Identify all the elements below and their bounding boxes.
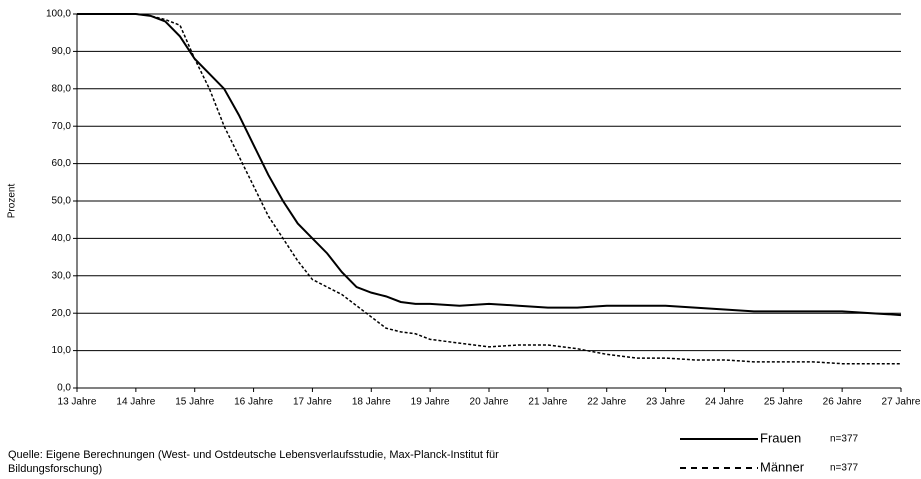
y-tick-label: 100,0	[46, 9, 71, 20]
y-tick-label: 60,0	[52, 158, 72, 169]
x-tick-label: 23 Jahre	[646, 397, 685, 408]
y-tick-label: 0,0	[57, 383, 71, 394]
x-tick-label: 27 Jahre	[882, 397, 921, 408]
x-tick-label: 14 Jahre	[116, 397, 155, 408]
x-tick-label: 17 Jahre	[293, 397, 332, 408]
x-tick-label: 13 Jahre	[58, 397, 97, 408]
x-tick-label: 22 Jahre	[587, 397, 626, 408]
series-line	[77, 13, 902, 317]
legend-note: n=377	[830, 463, 859, 474]
x-tick-label: 19 Jahre	[411, 397, 450, 408]
x-tick-label: 16 Jahre	[234, 397, 273, 408]
y-tick-label: 80,0	[52, 83, 72, 94]
legend-note: n=377	[830, 434, 859, 445]
x-tick-label: 25 Jahre	[764, 397, 803, 408]
x-tick-label: 20 Jahre	[470, 397, 509, 408]
y-axis-label: Prozent	[7, 184, 18, 219]
x-tick-label: 18 Jahre	[352, 397, 391, 408]
y-tick-label: 70,0	[52, 121, 72, 132]
y-tick-label: 20,0	[52, 308, 72, 319]
x-tick-label: 15 Jahre	[175, 397, 214, 408]
source-note: Bildungsforschung)	[8, 463, 102, 475]
legend-label: Männer	[760, 459, 805, 474]
series-line	[77, 13, 901, 365]
y-tick-label: 10,0	[52, 345, 72, 356]
source-note: Quelle: Eigene Berechnungen (West- und O…	[8, 449, 499, 461]
y-tick-label: 90,0	[52, 46, 72, 57]
legend-label: Frauen	[760, 430, 801, 445]
y-tick-label: 30,0	[52, 270, 72, 281]
y-tick-label: 50,0	[52, 196, 72, 207]
x-tick-label: 26 Jahre	[823, 397, 862, 408]
x-tick-label: 24 Jahre	[705, 397, 744, 408]
y-tick-label: 40,0	[52, 233, 72, 244]
x-tick-label: 21 Jahre	[528, 397, 567, 408]
